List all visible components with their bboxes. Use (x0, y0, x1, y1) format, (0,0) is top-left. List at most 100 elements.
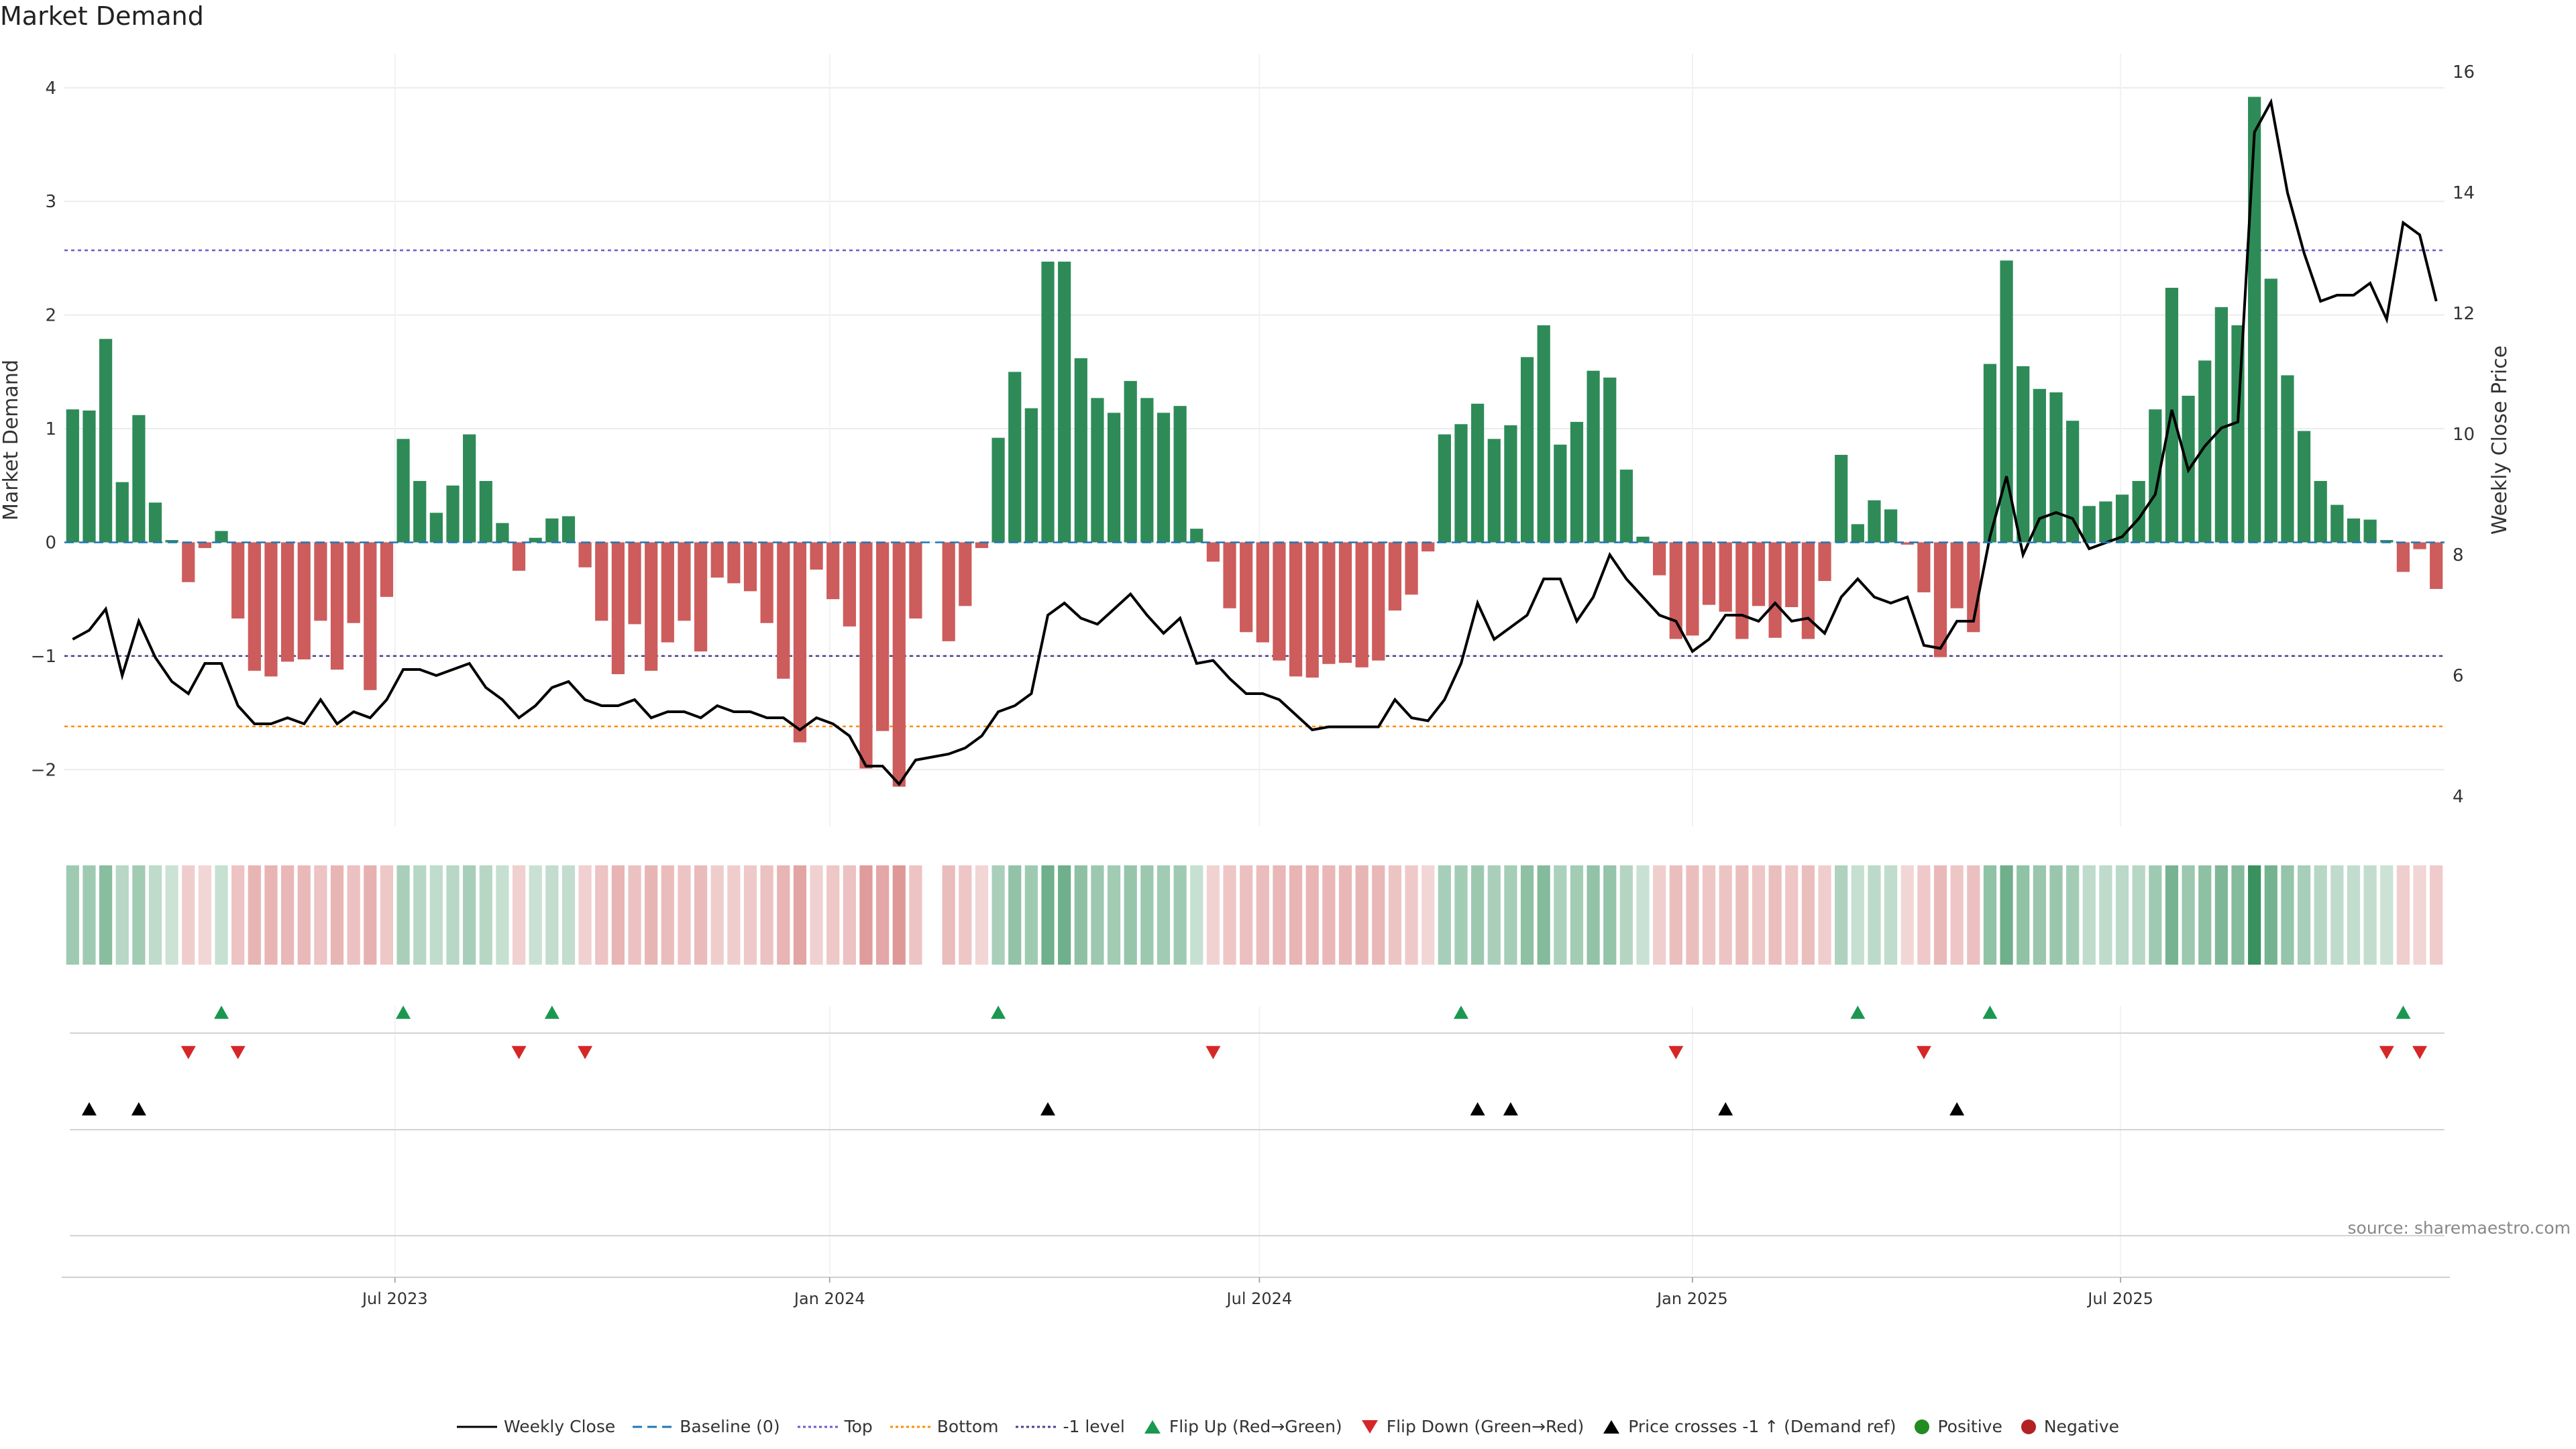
heat-cell (1206, 865, 1220, 965)
legend-negative: Negative (2020, 1417, 2119, 1436)
heat-cell (743, 865, 757, 965)
heat-cell (115, 865, 129, 965)
price-cross-marker (1718, 1102, 1733, 1116)
heat-cell (2281, 865, 2294, 965)
heat-cell (1372, 865, 1385, 965)
heat-cell (892, 865, 906, 965)
circle-icon (1915, 1419, 1930, 1434)
demand-bar (1702, 542, 1716, 605)
heat-cell (1388, 865, 1402, 965)
demand-bar (1900, 542, 1914, 545)
heat-cell (975, 865, 989, 965)
demand-bar (1273, 542, 1286, 661)
x-tick-label: Jan 2025 (1656, 1289, 1728, 1308)
y-axis-title: Market Demand (0, 360, 23, 521)
heat-cell (2099, 865, 2112, 965)
price-cross-marker (1949, 1102, 1965, 1116)
legend-label: Negative (2043, 1417, 2120, 1436)
heat-cell (2066, 865, 2080, 965)
heat-cell (727, 865, 741, 965)
demand-bar (66, 409, 79, 543)
heat-cell (2380, 865, 2394, 965)
demand-bar (182, 542, 195, 582)
heat-cell (760, 865, 773, 965)
demand-bar (1223, 542, 1236, 608)
y2-tick-label: 14 (2453, 183, 2475, 203)
demand-bar (496, 523, 509, 543)
y2-tick-label: 8 (2453, 545, 2464, 566)
legend-label: Price crosses -1 ↑ (Demand ref) (1628, 1417, 1896, 1436)
y2-tick-label: 6 (2453, 666, 2464, 686)
heat-cell (2000, 865, 2013, 965)
demand-bar (2297, 431, 2311, 543)
demand-bar (1917, 542, 1931, 593)
heat-cell (2049, 865, 2063, 965)
heat-cell (1289, 865, 1303, 965)
heat-cell (1719, 865, 1732, 965)
demand-bar (1603, 377, 1617, 543)
demand-bar (2000, 260, 2013, 543)
triangle-up-icon (1144, 1419, 1161, 1434)
heat-cell (678, 865, 691, 965)
legend-label: Flip Up (Red→Green) (1169, 1417, 1342, 1436)
demand-bar (1686, 542, 1699, 636)
heat-cell (1024, 865, 1038, 965)
heat-cell (446, 865, 460, 965)
heat-cell (281, 865, 294, 965)
price-cross-marker (1040, 1102, 1056, 1116)
heat-cell (645, 865, 658, 965)
y2-axis-title: Weekly Close Price (2488, 345, 2512, 535)
heat-cell (1140, 865, 1154, 965)
heat-cell (1900, 865, 1914, 965)
demand-bar (1768, 542, 1782, 638)
heat-cell (561, 865, 576, 965)
heat-cell (1950, 865, 1964, 965)
price-line (72, 98, 2438, 787)
y2-tick-label: 12 (2453, 304, 2475, 324)
demand-bar (661, 542, 674, 643)
heat-cell (1917, 865, 1931, 965)
heat-cell (2033, 865, 2046, 965)
demand-bar (843, 542, 856, 627)
flip-down-marker (1916, 1046, 1931, 1059)
heat-cell (99, 865, 113, 965)
heat-cell (1438, 865, 1451, 965)
heat-cell (1471, 865, 1485, 965)
demand-bar (1785, 542, 1799, 608)
flip-down-marker (578, 1046, 593, 1059)
heat-cell (1157, 865, 1171, 965)
demand-bar (2132, 480, 2145, 543)
y-tick-label: 2 (45, 306, 56, 326)
demand-bar (380, 542, 394, 597)
heat-cell (826, 865, 840, 965)
heat-cell (2132, 865, 2145, 965)
demand-bar (1157, 413, 1171, 543)
demand-bar (1520, 357, 1534, 543)
demand-bar (231, 542, 245, 619)
heat-cell (380, 865, 394, 965)
demand-bar (1107, 413, 1121, 543)
heat-cell (198, 865, 212, 965)
heat-cell (793, 865, 807, 965)
demand-bar (2248, 97, 2261, 543)
demand-bar (1868, 500, 1881, 543)
demand-bar (1240, 542, 1253, 633)
demand-bar (198, 542, 212, 548)
legend-weekly-close: Weekly Close (456, 1417, 615, 1436)
demand-bar (1884, 509, 1898, 543)
demand-bar (1983, 364, 1997, 543)
heat-cell (628, 865, 641, 965)
heat-cell (463, 865, 476, 965)
heat-cell (694, 865, 708, 965)
demand-bar (793, 542, 807, 743)
heat-cell (314, 865, 327, 965)
demand-bar (678, 542, 691, 621)
demand-bar (463, 434, 476, 543)
heat-cell (1355, 865, 1368, 965)
y-tick-label: 4 (45, 78, 56, 99)
heat-cell (297, 865, 311, 965)
demand-bar (777, 542, 790, 679)
heat-cell (1223, 865, 1236, 965)
heat-cell (1008, 865, 1022, 965)
